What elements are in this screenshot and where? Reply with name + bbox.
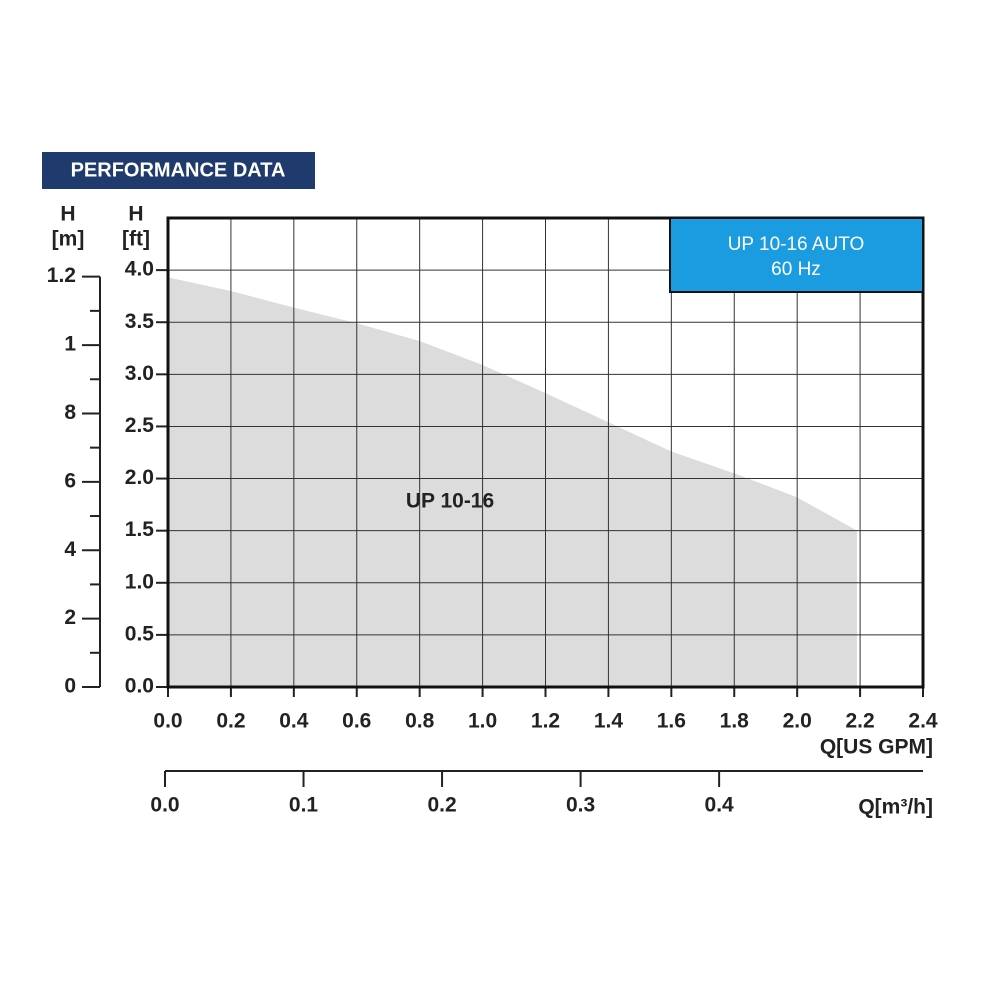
info-box-text: 60 Hz xyxy=(771,259,821,280)
plot-frame xyxy=(166,216,925,689)
x-tick-label: 1.6 xyxy=(657,710,686,733)
x-tick-label: 1.4 xyxy=(594,710,624,733)
y-tick-label: 3.0 xyxy=(125,362,154,385)
y2-tick-label: 1.2 xyxy=(47,264,76,287)
x2-tick-label: 0.4 xyxy=(705,794,735,817)
x2-tick-label: 0.0 xyxy=(150,794,179,817)
x2-tick-label: 0.1 xyxy=(289,794,319,817)
x-tick-label: 0.4 xyxy=(279,710,309,733)
x-tick-label: 2.2 xyxy=(845,710,874,733)
header-title: PERFORMANCE DATA xyxy=(71,159,286,181)
x-tick-label: 0.0 xyxy=(153,710,182,733)
x-axis-label: Q[US GPM] xyxy=(820,736,933,759)
series-label: UP 10-16 xyxy=(406,490,494,513)
y-tick-label: 2.0 xyxy=(125,466,154,489)
y-tick-label: 4.0 xyxy=(125,258,154,281)
x-tick-label: 0.8 xyxy=(405,710,435,733)
y-tick-label: 3.5 xyxy=(125,310,155,333)
x-tick-label: 1.0 xyxy=(468,710,497,733)
y2-axis-label: H xyxy=(60,203,75,226)
y2-tick-label: 8 xyxy=(64,401,76,424)
x-tick-label: 2.4 xyxy=(908,710,938,733)
y-tick-label: 0.5 xyxy=(125,622,155,645)
y-tick-label: 0.0 xyxy=(125,675,154,698)
y2-tick-label: 2 xyxy=(64,606,76,629)
x-tick-label: 1.8 xyxy=(720,710,750,733)
y2-tick-label: 6 xyxy=(64,469,76,492)
x-tick-label: 0.6 xyxy=(342,710,371,733)
x-tick-label: 1.2 xyxy=(531,710,560,733)
header-bar xyxy=(42,152,315,189)
y-tick-label: 1.5 xyxy=(125,518,155,541)
y2-axis-label: [m] xyxy=(52,228,85,251)
y2-tick-label: 4 xyxy=(64,538,76,561)
x-tick-label: 0.2 xyxy=(216,710,245,733)
y-tick-label: 1.0 xyxy=(125,570,154,593)
x2-axis-label: Q[m³/h] xyxy=(858,796,933,819)
y-axis-label: H xyxy=(128,203,143,226)
y2-tick-label: 1 xyxy=(64,333,76,356)
info-box xyxy=(669,217,924,293)
info-box-text: UP 10-16 AUTO xyxy=(728,234,865,255)
area xyxy=(168,277,857,687)
x-tick-label: 2.0 xyxy=(783,710,812,733)
y2-tick-label: 0 xyxy=(64,675,76,698)
y-tick-label: 2.5 xyxy=(125,414,155,437)
x2-tick-label: 0.3 xyxy=(566,794,595,817)
y-axis-label: [ft] xyxy=(122,228,150,251)
x2-tick-label: 0.2 xyxy=(427,794,456,817)
